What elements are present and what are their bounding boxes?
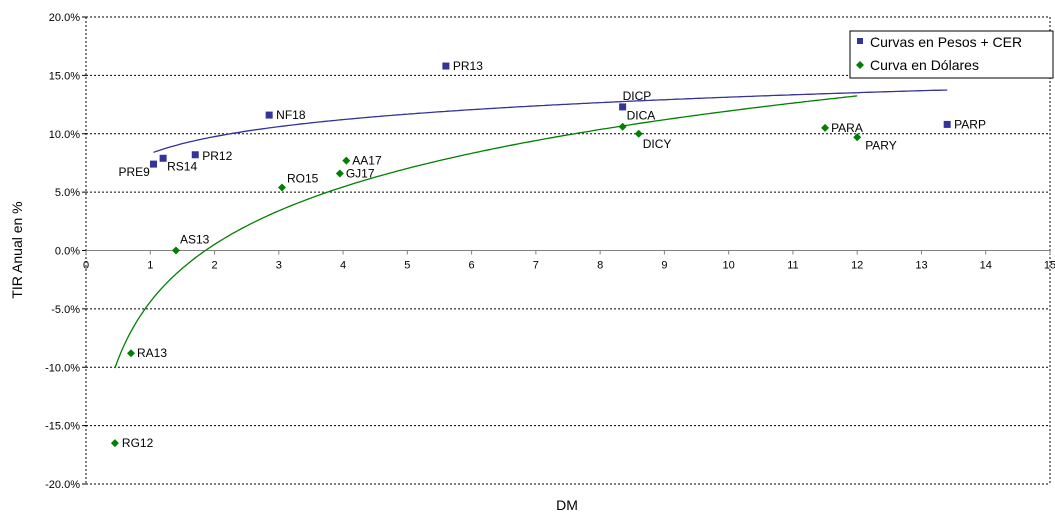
point-label-gj17: GJ17 bbox=[346, 166, 375, 180]
point-label-rg12: RG12 bbox=[122, 436, 154, 450]
point-dicp bbox=[619, 103, 627, 111]
axes: 20.0% 15.0% 10.0% 5.0% 0.0% -5.0% -10.0% -15.0%… bbox=[45, 12, 1055, 491]
trendline-dolares bbox=[114, 95, 858, 369]
point-pary bbox=[853, 133, 862, 142]
point-parp bbox=[943, 120, 951, 128]
legend: Curvas en Pesos + CER Curva en Dólares bbox=[849, 30, 1054, 79]
point-label-pr13: PR13 bbox=[453, 59, 483, 73]
x-tick-label: 6 bbox=[469, 260, 475, 272]
point-label-dica: DICA bbox=[627, 109, 656, 123]
x-tick-label: 14 bbox=[980, 260, 992, 272]
point-rs14 bbox=[159, 154, 167, 162]
x-tick-label: 12 bbox=[851, 260, 863, 272]
point-pre9 bbox=[149, 160, 157, 168]
x-tick-label: 4 bbox=[340, 260, 346, 272]
x-tick-label: 5 bbox=[404, 260, 410, 272]
point-rg12 bbox=[110, 439, 119, 448]
y-tick-label: 10.0% bbox=[49, 129, 80, 141]
point-label-parp: PARP bbox=[954, 117, 986, 131]
y-tick-label: 15.0% bbox=[49, 70, 80, 82]
point-label-pary: PARY bbox=[865, 138, 897, 152]
x-tick-label: 15 bbox=[1044, 260, 1055, 272]
trendline-pesos bbox=[153, 89, 948, 154]
point-label-ra13: RA13 bbox=[137, 346, 167, 360]
point-as13 bbox=[171, 246, 180, 255]
point-label-ro15: RO15 bbox=[287, 171, 319, 185]
point-para bbox=[821, 123, 830, 132]
legend-marker-dolares bbox=[856, 61, 864, 69]
y-tick-label: 20.0% bbox=[49, 12, 80, 24]
x-tick-label: 10 bbox=[723, 260, 735, 272]
point-dicy bbox=[634, 129, 643, 138]
legend-label-pesos: Curvas en Pesos + CER bbox=[870, 34, 1022, 50]
point-label-para: PARA bbox=[831, 121, 863, 135]
point-label-nf18: NF18 bbox=[276, 108, 306, 122]
trendlines bbox=[114, 89, 948, 369]
point-pr12 bbox=[191, 151, 199, 159]
y-tick-label: 5.0% bbox=[55, 187, 80, 199]
point-label-pr12: PR12 bbox=[202, 149, 232, 163]
point-pr13 bbox=[442, 62, 450, 70]
y-axis-title: TIR Anual en % bbox=[9, 201, 25, 298]
y-tick-label: -20.0% bbox=[45, 479, 80, 491]
point-label-dicy: DICY bbox=[643, 137, 672, 151]
point-label-as13: AS13 bbox=[180, 233, 210, 247]
x-tick-label: 11 bbox=[787, 260, 798, 272]
point-label-aa17: AA17 bbox=[352, 154, 382, 168]
point-labels: PRE9 RS14 PR12 NF18 PR13 DICP PARP RG12 RA13 AS13… bbox=[118, 59, 985, 450]
x-tick-label: 3 bbox=[276, 260, 282, 272]
point-ra13 bbox=[126, 349, 135, 358]
x-tick-label: 8 bbox=[597, 260, 603, 272]
legend-box bbox=[849, 30, 1054, 79]
legend-label-dolares: Curva en Dólares bbox=[870, 57, 979, 73]
point-label-dicp: DICP bbox=[623, 89, 652, 103]
point-label-rs14: RS14 bbox=[167, 159, 197, 173]
x-axis-title: DM bbox=[556, 497, 578, 513]
y-tick-label: -5.0% bbox=[51, 304, 80, 316]
x-tick-label: 1 bbox=[147, 260, 153, 272]
point-ro15 bbox=[278, 183, 287, 192]
legend-marker-pesos bbox=[857, 38, 863, 44]
point-dica bbox=[618, 122, 627, 131]
point-aa17 bbox=[342, 156, 351, 165]
data-points bbox=[110, 62, 951, 448]
y-tick-label: -10.0% bbox=[45, 362, 80, 374]
x-tick-label: 13 bbox=[915, 260, 927, 272]
x-tick-label: 0 bbox=[83, 260, 89, 272]
point-nf18 bbox=[265, 111, 273, 119]
point-gj17 bbox=[335, 169, 344, 178]
point-label-pre9: PRE9 bbox=[118, 165, 150, 179]
x-tick-label: 2 bbox=[211, 260, 217, 272]
y-tick-label: -15.0% bbox=[45, 421, 80, 433]
x-tick-label: 9 bbox=[661, 260, 667, 272]
x-tick-label: 7 bbox=[533, 260, 539, 272]
y-tick-label: 0.0% bbox=[55, 246, 80, 258]
